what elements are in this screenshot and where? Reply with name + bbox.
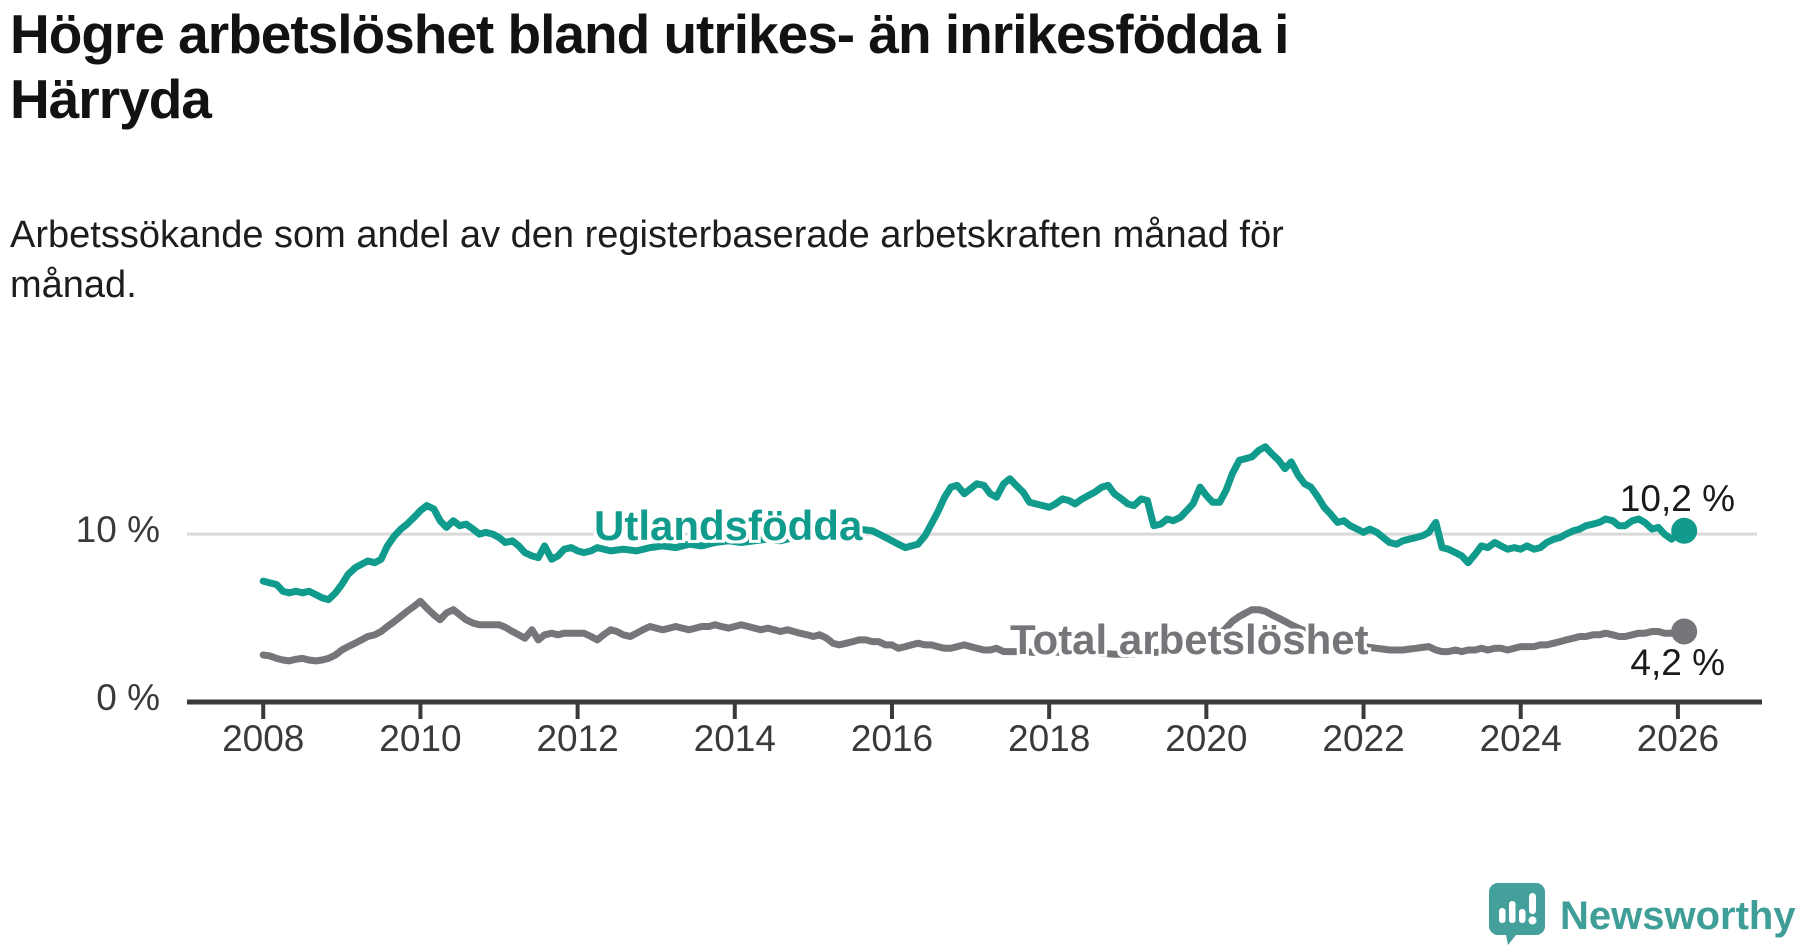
x-axis-label: 2022 (1322, 718, 1405, 759)
end-value-label-total: 4,2 % (1630, 642, 1725, 683)
newsworthy-logo-text: Newsworthy (1560, 894, 1796, 938)
end-value-label-utlandsfodda: 10,2 % (1619, 478, 1735, 519)
y-axis-label: 0 % (96, 677, 160, 718)
series-line-total (259, 597, 1688, 665)
x-axis-label: 2016 (850, 718, 934, 759)
series-lines (259, 443, 1688, 665)
x-axis-label: 2008 (222, 718, 305, 759)
end-dot-total (1671, 618, 1698, 645)
x-axis-label: 2020 (1165, 718, 1248, 759)
x-axis-label: 2010 (379, 718, 462, 759)
x-axis (187, 699, 1762, 719)
x-axis-label: 2026 (1636, 718, 1720, 759)
page-subtitle: Arbetssökande som andel av den registerb… (10, 214, 1284, 307)
end-dot-utlandsfodda (1671, 517, 1698, 544)
x-axis-label: 2024 (1479, 718, 1562, 759)
newsworthy-branding: Newsworthy (1488, 882, 1796, 951)
series-label-total: Total arbetslöshet (1010, 616, 1369, 663)
y-axis-label: 10 % (75, 509, 160, 551)
series-label-utlandsfodda: Utlandsfödda (594, 502, 863, 549)
x-axis-label: 2012 (536, 718, 619, 759)
x-axis-label: 2014 (693, 718, 776, 759)
series-end-dots (1671, 517, 1698, 645)
x-axis-label: 2018 (1008, 718, 1091, 759)
page-title: Högre arbetslöshet bland utrikes- än inr… (10, 3, 1289, 130)
series-line-utlandsfodda (259, 443, 1688, 604)
newsworthy-logo-icon (1488, 882, 1546, 951)
